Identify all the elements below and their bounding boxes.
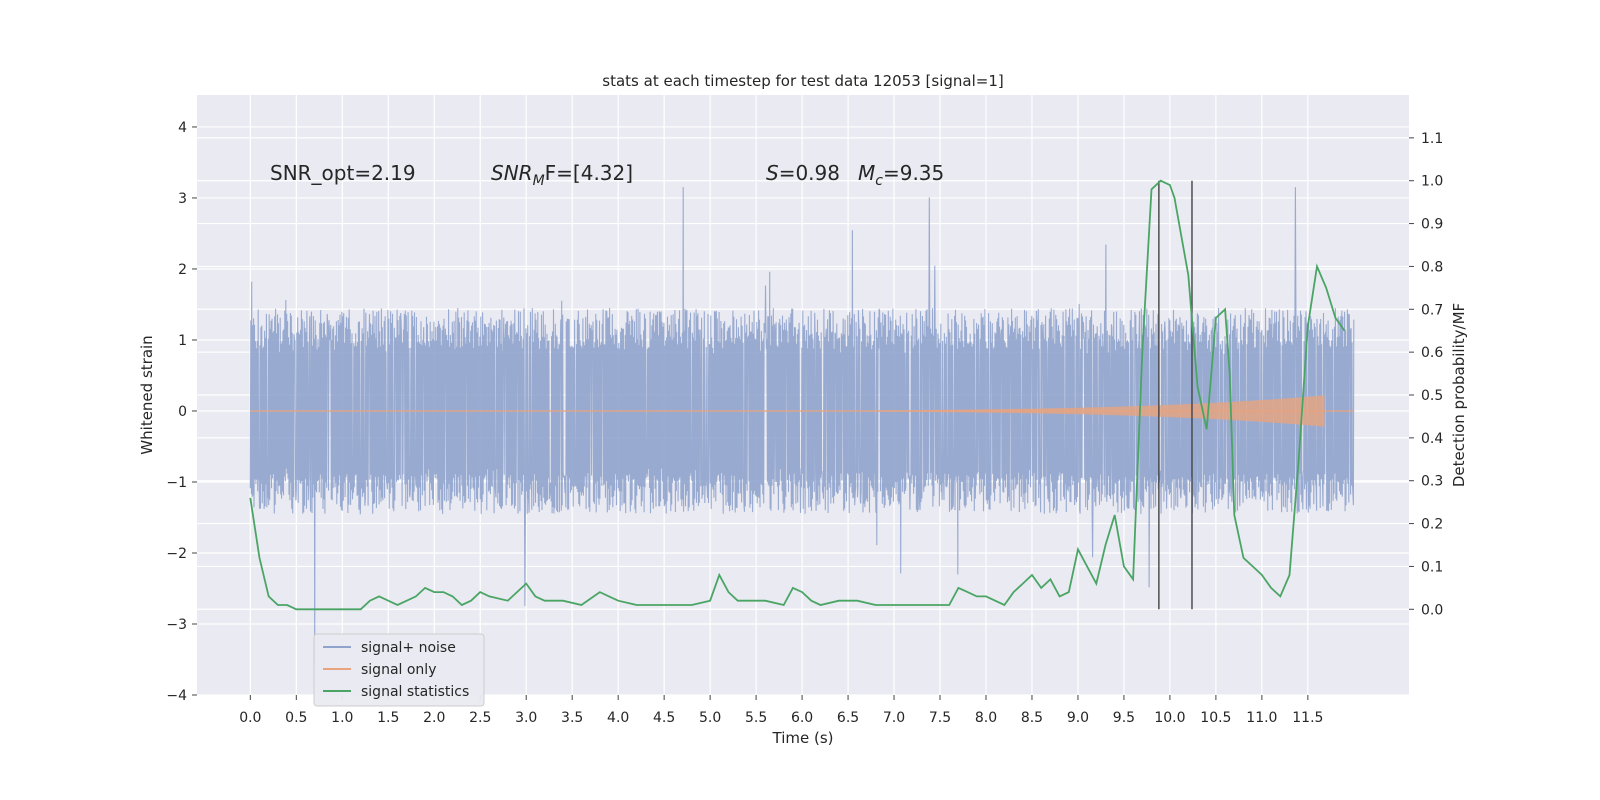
- y-right-tick-labels: 1.1 1.0 0.9 0.8 0.7 0.6 0.5 0.4 0.3 0.2 0.1 0.0: [1409, 131, 1443, 618]
- x-tick-label-12: 6.0: [791, 710, 813, 726]
- mc-value: =9.35: [883, 161, 944, 185]
- x-tick-label-22: 11.0: [1246, 710, 1277, 726]
- y-left-tick-label-6: −2: [166, 546, 187, 562]
- y-right-tick-label-6: 0.5: [1421, 388, 1443, 404]
- y-axis-label-left: Whitened strain: [138, 335, 156, 454]
- annotation-s: S=0.98: [766, 161, 840, 185]
- x-tick-label-20: 10.0: [1154, 710, 1185, 726]
- data-layer: [249, 179, 1355, 664]
- x-tick-labels: 0.0 0.5 1.0 1.5 2.0 2.5 3.0 3.5 4.0 4.5 5.0 5.5 6.0 6…: [239, 695, 1323, 726]
- y-left-tick-label-2: 2: [178, 262, 187, 278]
- mc-symbol: M: [858, 161, 875, 185]
- x-tick-label-7: 3.5: [561, 710, 583, 726]
- y-left-tick-label-8: −4: [166, 688, 187, 704]
- x-axis-label: Time (s): [772, 729, 834, 747]
- x-tick-label-1: 0.5: [285, 710, 307, 726]
- x-tick-label-16: 8.0: [975, 710, 997, 726]
- x-tick-label-19: 9.5: [1113, 710, 1135, 726]
- y-right-tick-label-10: 0.1: [1421, 559, 1443, 575]
- y-right-tick-label-4: 0.7: [1421, 302, 1443, 318]
- mc-subscript: c: [875, 173, 883, 189]
- x-tick-label-23: 11.5: [1292, 710, 1323, 726]
- y-right-tick-label-0: 1.1: [1421, 131, 1443, 147]
- y-right-tick-label-5: 0.6: [1421, 345, 1443, 361]
- y-right-tick-label-11: 0.0: [1421, 602, 1443, 618]
- y-right-tick-label-9: 0.2: [1421, 517, 1443, 533]
- x-tick-label-18: 9.0: [1067, 710, 1089, 726]
- y-left-tick-labels: 4 3 2 1 0 −1 −2 −3 −4: [166, 120, 197, 704]
- y-right-tick-label-2: 0.9: [1421, 217, 1443, 233]
- legend-label-signal-statistics: signal statistics: [361, 684, 469, 700]
- s-value: =0.98: [779, 161, 840, 185]
- x-tick-label-14: 7.0: [883, 710, 905, 726]
- x-tick-label-6: 3.0: [515, 710, 537, 726]
- y-left-tick-label-0: 4: [178, 120, 187, 136]
- x-tick-label-3: 1.5: [377, 710, 399, 726]
- x-tick-label-9: 4.5: [653, 710, 675, 726]
- chart-title: stats at each timestep for test data 120…: [602, 72, 1003, 90]
- legend-label-signal-noise: signal+ noise: [361, 640, 456, 656]
- legend-label-signal-only: signal only: [361, 662, 436, 678]
- legend-box: [313, 633, 485, 707]
- annotation-snr-mf: SNRMF=[4.32]: [491, 161, 633, 189]
- series-signal-statistics: [249, 179, 1346, 611]
- y-left-tick-label-7: −3: [166, 617, 187, 633]
- annotation-mc: Mc=9.35: [858, 161, 944, 189]
- x-tick-label-11: 5.5: [745, 710, 767, 726]
- snr-mf-subscript: M: [533, 173, 545, 189]
- y-left-tick-label-5: −1: [166, 475, 187, 491]
- y-right-tick-label-3: 0.8: [1421, 259, 1443, 275]
- x-tick-label-10: 5.0: [699, 710, 721, 726]
- s-symbol: S: [766, 161, 779, 185]
- x-tick-label-13: 6.5: [837, 710, 859, 726]
- y-left-tick-label-3: 1: [178, 333, 187, 349]
- y-right-tick-label-7: 0.4: [1421, 431, 1443, 447]
- y-left-tick-label-4: 0: [178, 404, 187, 420]
- snr-mf-symbol: SNR: [491, 161, 533, 185]
- x-tick-label-5: 2.5: [469, 710, 491, 726]
- y-right-tick-label-8: 0.3: [1421, 474, 1443, 490]
- x-tick-label-15: 7.5: [929, 710, 951, 726]
- y-axis-label-right: Detection probability/MF: [1450, 303, 1468, 487]
- y-left-tick-label-1: 3: [178, 191, 187, 207]
- legend: signal+ noise signal only signal statist…: [313, 633, 485, 707]
- x-tick-label-0: 0.0: [239, 710, 261, 726]
- snr-mf-value: F=[4.32]: [545, 161, 633, 185]
- y-right-tick-label-1: 1.0: [1421, 174, 1443, 190]
- x-tick-label-2: 1.0: [331, 710, 353, 726]
- annotation-snr-opt: SNR_opt=2.19: [270, 161, 416, 185]
- x-tick-label-4: 2.0: [423, 710, 445, 726]
- x-tick-label-8: 4.0: [607, 710, 629, 726]
- x-tick-label-17: 8.5: [1021, 710, 1043, 726]
- x-tick-label-21: 10.5: [1200, 710, 1231, 726]
